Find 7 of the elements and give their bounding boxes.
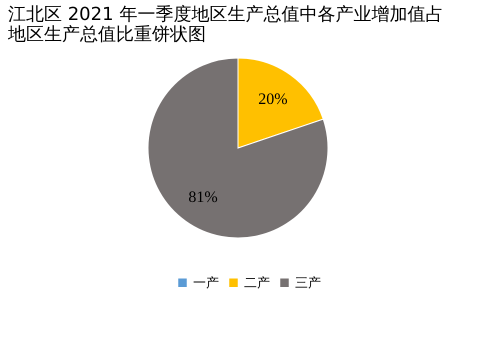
chart-title: 江北区 2021 年一季度地区生产总值中各产业增加值占地区生产总值比重饼状图 — [7, 4, 444, 45]
legend-label: 三产 — [295, 274, 321, 290]
legend-label: 一产 — [193, 274, 219, 290]
data-label: 20% — [258, 91, 288, 108]
legend-label: 二产 — [244, 274, 270, 290]
pie-slice — [148, 58, 328, 238]
data-label: 81% — [188, 188, 218, 206]
